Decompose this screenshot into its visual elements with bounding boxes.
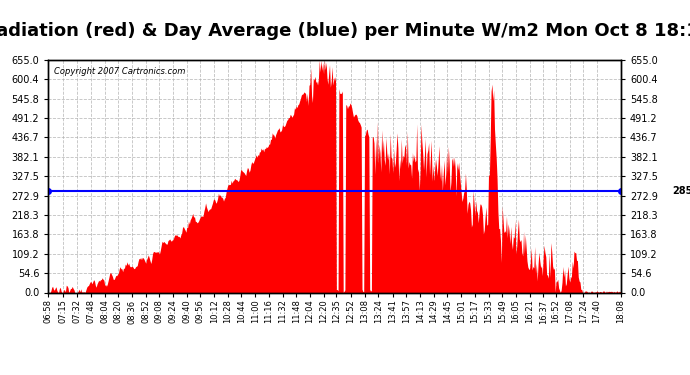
Text: Copyright 2007 Cartronics.com: Copyright 2007 Cartronics.com [54,67,186,76]
Text: 285.97: 285.97 [673,186,690,196]
Text: Solar Radiation (red) & Day Average (blue) per Minute W/m2 Mon Oct 8 18:18: Solar Radiation (red) & Day Average (blu… [0,22,690,40]
